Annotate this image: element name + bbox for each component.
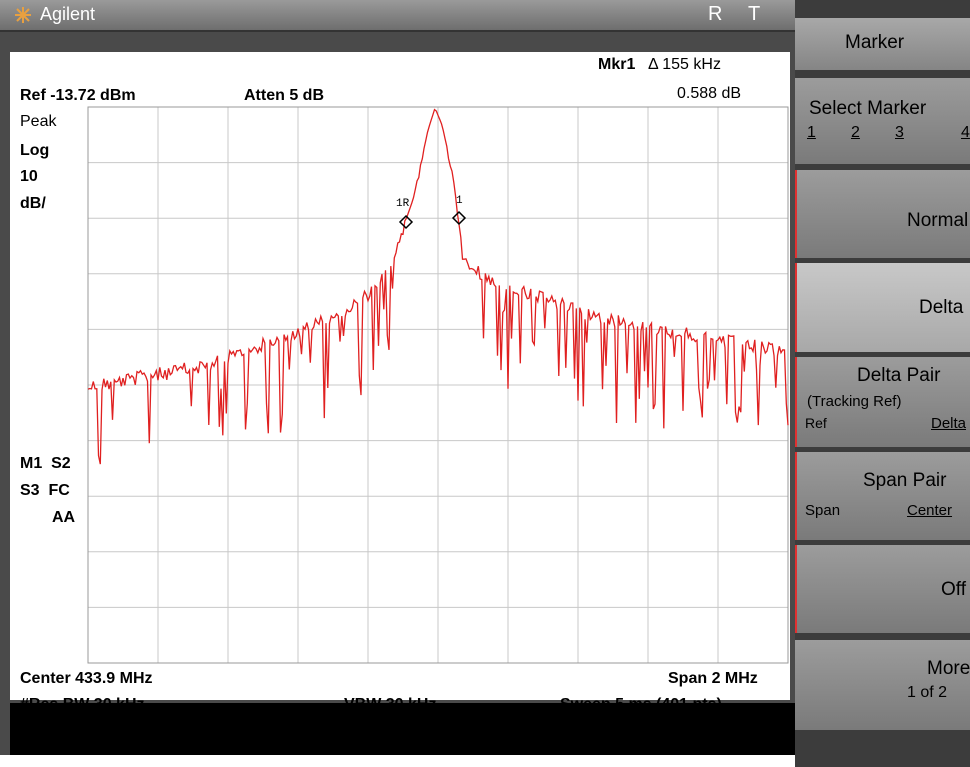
softkey-label: More	[927, 658, 970, 679]
bottom-strip	[0, 755, 970, 767]
graticule: 1R 1	[87, 106, 789, 664]
status: M1 S2	[20, 455, 71, 472]
softkey-option: Center	[907, 502, 953, 519]
softkey-label: Select Marker	[809, 98, 927, 119]
marker-label: Mkr1	[598, 56, 636, 73]
attenuation: Atten 5 dB	[244, 87, 324, 104]
detector: Peak	[20, 113, 57, 130]
menu-title: Marker	[795, 18, 970, 70]
ref-level: Ref -13.72 dBm	[20, 87, 136, 104]
graticule-frame	[87, 106, 789, 664]
option[interactable]: 4	[961, 124, 970, 141]
softkey[interactable]: More 1 of 2	[795, 640, 970, 730]
softkey[interactable]: Off	[795, 545, 970, 633]
display	[10, 52, 790, 700]
scale-unit: dB/	[20, 195, 46, 212]
softkey-option: Delta	[931, 415, 967, 432]
softkey[interactable]: Normal	[795, 170, 970, 258]
softkey-option: Ref	[805, 415, 827, 431]
scale-type: Log	[20, 142, 50, 159]
span: Span 2 MHz	[668, 670, 758, 687]
softkey[interactable]: Delta	[795, 263, 970, 352]
softkey[interactable]: Delta Pair (Tracking Ref) Ref Delta	[795, 357, 970, 447]
softkey-label: Delta Pair	[857, 365, 941, 386]
marker-delta: 0.588 dB	[677, 85, 742, 102]
softkey-label: Delta	[919, 297, 964, 318]
option[interactable]: 3	[895, 124, 904, 141]
option[interactable]: 2	[851, 124, 860, 141]
title-bar: Agilent R T	[0, 0, 795, 32]
logo-icon	[15, 7, 31, 23]
softkey[interactable]: Select Marker 1 2 3 4	[795, 78, 970, 164]
brand: Agilent	[40, 4, 96, 24]
marker-value: Δ 155 kHz	[648, 56, 721, 73]
indicator: T	[748, 3, 761, 25]
status: S3 FC	[20, 482, 70, 499]
softkey-label: Off	[941, 579, 966, 600]
softkey[interactable]: Span Pair Span Center	[795, 452, 970, 540]
marker-diamond	[451, 210, 467, 226]
center-freq: Center 433.9 MHz	[20, 670, 153, 687]
trace	[87, 108, 789, 465]
marker-tag: 1R	[396, 198, 410, 210]
status: AA	[52, 509, 76, 526]
menu-title-text: Marker	[845, 32, 905, 53]
softkey-panel: Marker Select Marker 1 2 3 4 Normal Delt…	[795, 0, 970, 767]
softkey-label: Normal	[907, 210, 969, 231]
indicator: R	[708, 3, 723, 25]
option[interactable]: 1	[807, 124, 816, 141]
softkey-sub: (Tracking Ref)	[807, 393, 902, 410]
scale-value: 10	[20, 168, 38, 185]
softkey-option: Span	[805, 502, 841, 519]
softkey-sub: 1 of 2	[907, 684, 948, 701]
marker-tag: 1	[456, 195, 463, 207]
marker-diamond	[398, 214, 414, 230]
softkey-label: Span Pair	[863, 470, 947, 491]
